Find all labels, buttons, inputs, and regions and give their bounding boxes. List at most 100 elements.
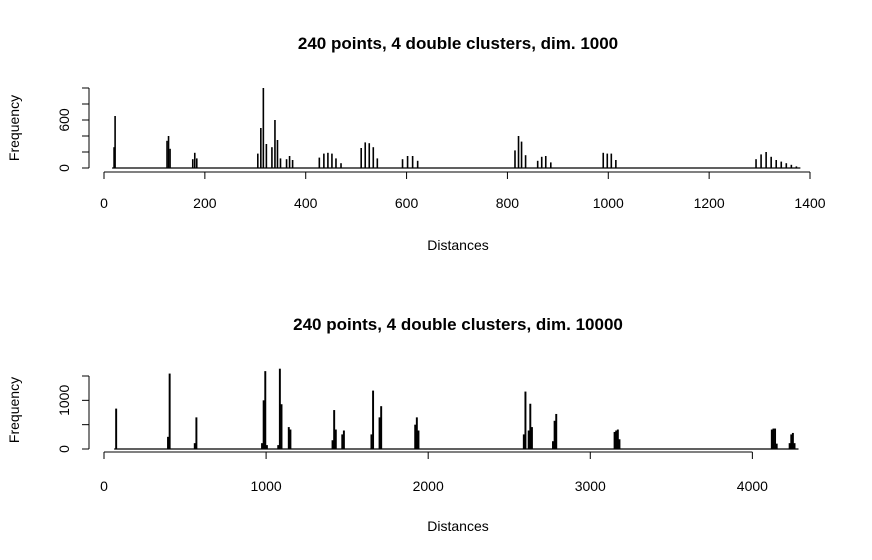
histogram-bar bbox=[291, 160, 294, 168]
histogram-bar bbox=[287, 427, 290, 449]
histogram-bar bbox=[790, 164, 793, 168]
histogram-bar bbox=[774, 428, 777, 449]
histogram-bar bbox=[380, 406, 383, 449]
x-tick-label: 4000 bbox=[737, 478, 768, 494]
histogram-bar bbox=[372, 390, 375, 449]
histogram-bar bbox=[340, 163, 342, 168]
histogram-bar bbox=[780, 161, 783, 168]
histogram-bar bbox=[276, 140, 279, 168]
histogram-bar bbox=[257, 153, 259, 168]
chart-title-bottom: 240 points, 4 double clusters, dim. 1000… bbox=[293, 315, 623, 334]
histogram-bar bbox=[278, 368, 281, 449]
histogram-bar bbox=[775, 160, 778, 168]
histogram-bar bbox=[364, 142, 367, 168]
histogram-bar bbox=[616, 429, 619, 449]
histogram-bar bbox=[555, 413, 558, 449]
x-tick-label: 0 bbox=[100, 478, 108, 494]
x-tick-label: 400 bbox=[294, 195, 318, 211]
y-axis-label-bottom: Frequency bbox=[6, 377, 22, 443]
histogram-bar bbox=[277, 445, 280, 449]
histogram-bar bbox=[335, 158, 337, 168]
histogram-bar bbox=[376, 158, 379, 168]
histogram-bar bbox=[772, 428, 775, 449]
histogram-bar bbox=[416, 160, 419, 168]
bars-bottom bbox=[114, 368, 799, 450]
y-tick-label: 0 bbox=[56, 164, 72, 172]
histogram-bar bbox=[553, 420, 556, 449]
histogram-bar bbox=[411, 156, 414, 168]
x-tick-label: 0 bbox=[100, 195, 108, 211]
histogram-bar bbox=[372, 147, 375, 168]
x-axis-label-top: Distances bbox=[427, 237, 488, 253]
histogram-bar bbox=[333, 410, 336, 449]
histogram-bar bbox=[606, 153, 609, 168]
histogram-bar bbox=[618, 439, 621, 449]
histogram-bar bbox=[788, 443, 791, 449]
histogram-bar bbox=[795, 166, 798, 168]
x-tick-label: 1400 bbox=[794, 195, 825, 211]
histogram-bar bbox=[540, 156, 543, 168]
histogram-bar bbox=[166, 140, 168, 168]
histogram-bar bbox=[115, 408, 118, 449]
histogram-bar bbox=[524, 155, 527, 168]
histogram-bar bbox=[615, 160, 617, 168]
histogram-bar bbox=[334, 429, 337, 449]
histogram-bar bbox=[544, 156, 547, 168]
x-tick-label: 1000 bbox=[593, 195, 624, 211]
histogram-bar bbox=[113, 147, 115, 168]
histogram-bar bbox=[327, 152, 329, 168]
x-tick-label: 600 bbox=[395, 195, 419, 211]
histogram-bar bbox=[793, 443, 796, 449]
histogram-bar bbox=[168, 373, 171, 449]
histogram-bar bbox=[191, 159, 194, 168]
histogram-bar bbox=[610, 153, 613, 168]
histogram-bar bbox=[318, 157, 321, 168]
x-tick-label: 800 bbox=[496, 195, 520, 211]
histogram-bar bbox=[517, 136, 520, 168]
histogram-bar bbox=[514, 150, 516, 168]
histogram-bar bbox=[114, 116, 116, 168]
x-tick-label: 1200 bbox=[694, 195, 725, 211]
histogram-bar bbox=[775, 443, 778, 449]
histogram-bar bbox=[760, 154, 762, 168]
histogram-bar bbox=[368, 143, 371, 168]
histogram-bar bbox=[785, 163, 788, 168]
histogram-bar bbox=[193, 152, 196, 168]
x-tick-label: 3000 bbox=[575, 478, 606, 494]
histogram-bar bbox=[552, 441, 554, 449]
histogram-bar bbox=[522, 434, 525, 449]
histogram-bar bbox=[414, 424, 417, 449]
histogram-bar bbox=[370, 434, 373, 449]
histogram-bar bbox=[613, 431, 616, 449]
bars-top bbox=[112, 88, 801, 169]
histogram-bar bbox=[342, 430, 345, 449]
histogram-bar bbox=[265, 144, 268, 168]
histogram-bar bbox=[602, 152, 605, 168]
histogram-panel-top: 240 points, 4 double clusters, dim. 1000… bbox=[6, 34, 826, 253]
x-axis-bottom: 0 1000 2000 3000 4000 bbox=[100, 451, 768, 494]
histogram-bar bbox=[331, 440, 334, 449]
histogram-bar bbox=[770, 156, 772, 168]
histogram-bar bbox=[331, 153, 333, 168]
histogram-bar bbox=[417, 430, 420, 449]
histogram-bar bbox=[169, 148, 171, 168]
histogram-bar bbox=[549, 162, 552, 168]
histogram-bar bbox=[791, 432, 794, 449]
x-axis-top: 0 200 400 600 800 1000 1200 1400 bbox=[100, 171, 826, 211]
histogram-bar bbox=[406, 156, 409, 168]
histogram-panel-bottom: 240 points, 4 double clusters, dim. 1000… bbox=[6, 315, 799, 534]
histogram-bar bbox=[195, 417, 198, 449]
histogram-bar bbox=[536, 160, 539, 168]
histogram-bar bbox=[274, 120, 276, 168]
y-tick-label: 0 bbox=[56, 445, 72, 453]
histogram-bar bbox=[755, 159, 757, 168]
histogram-bar bbox=[288, 156, 291, 168]
histogram-bar bbox=[271, 147, 273, 168]
x-tick-label: 2000 bbox=[413, 478, 444, 494]
histogram-bar bbox=[615, 430, 618, 449]
histogram-bar bbox=[262, 88, 265, 168]
y-axis-label-top: Frequency bbox=[6, 95, 22, 161]
histogram-bar bbox=[415, 417, 418, 449]
histogram-bar bbox=[530, 427, 533, 449]
